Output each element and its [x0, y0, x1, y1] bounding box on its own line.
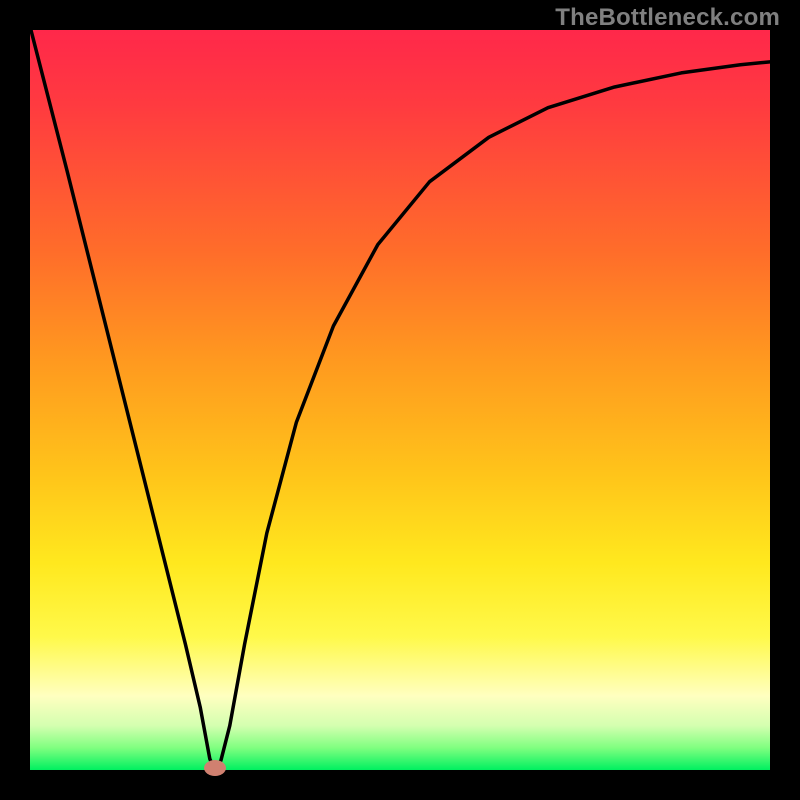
chart-plot [30, 30, 770, 770]
minimum-marker [204, 760, 226, 776]
chart-background-gradient [30, 30, 770, 770]
chart-frame: TheBottleneck.com [0, 0, 800, 800]
watermark-text: TheBottleneck.com [555, 4, 780, 32]
